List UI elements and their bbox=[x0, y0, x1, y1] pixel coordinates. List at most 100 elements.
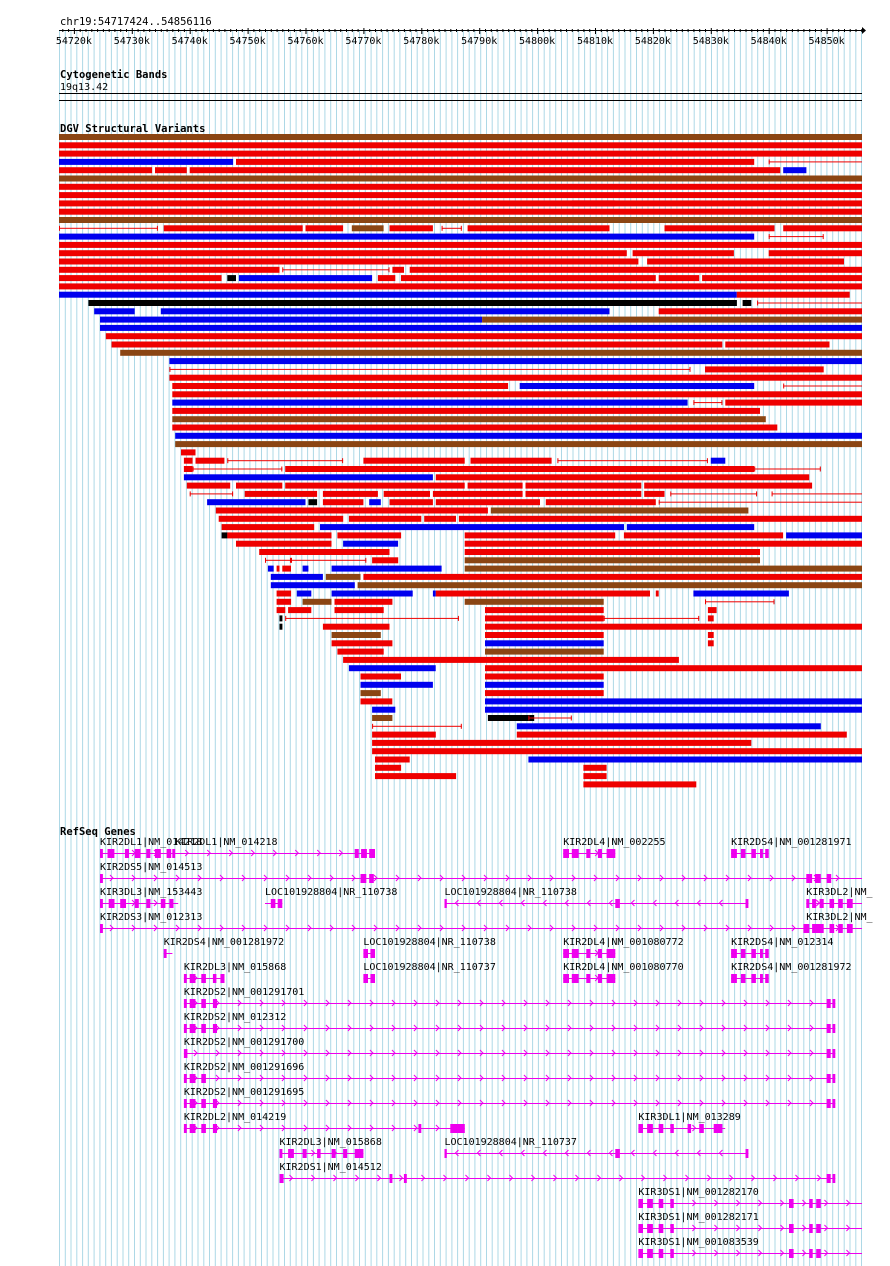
dgv-variant[interactable] bbox=[435, 474, 810, 481]
dgv-variant[interactable] bbox=[189, 167, 781, 174]
coordinate-ruler[interactable]: 54720k 54730k 54740k 54750k 54760k 54770k 5478… bbox=[56, 27, 866, 47]
dgv-variant[interactable] bbox=[322, 623, 390, 630]
dgv-variant[interactable] bbox=[236, 540, 332, 547]
dgv-variant[interactable] bbox=[702, 275, 862, 282]
dgv-variant[interactable] bbox=[389, 225, 433, 232]
dgv-variant[interactable] bbox=[302, 598, 332, 605]
gene-model[interactable]: LOC101928804|NR_110737 bbox=[363, 962, 496, 983]
gene-model[interactable]: KIR2DL3|NM_015868 bbox=[183, 962, 286, 983]
dgv-variant[interactable] bbox=[227, 275, 236, 282]
gene-model[interactable]: LOC101928804|NR_110738 bbox=[363, 937, 496, 958]
dgv-variant[interactable] bbox=[348, 665, 436, 672]
dgv-variant[interactable] bbox=[490, 507, 749, 514]
dgv-variant[interactable] bbox=[401, 275, 656, 282]
dgv-variant[interactable] bbox=[485, 623, 862, 630]
dgv-variant[interactable] bbox=[221, 532, 228, 539]
dgv-variant[interactable] bbox=[267, 565, 274, 572]
dgv-variant[interactable] bbox=[276, 598, 292, 605]
dgv-variant[interactable] bbox=[343, 540, 399, 547]
dgv-variant[interactable] bbox=[693, 400, 723, 406]
dgv-variant[interactable] bbox=[757, 300, 862, 306]
dgv-variant[interactable] bbox=[470, 457, 552, 464]
dgv-variant[interactable] bbox=[725, 399, 862, 406]
dgv-variant[interactable] bbox=[705, 599, 775, 605]
dgv-variant[interactable] bbox=[725, 341, 830, 348]
dgv-variant[interactable] bbox=[337, 532, 402, 539]
dgv-variant[interactable] bbox=[707, 615, 714, 622]
dgv-variant[interactable] bbox=[207, 499, 306, 506]
dgv-variant[interactable] bbox=[169, 366, 691, 372]
gene-model[interactable]: KIR2DS5|NM_014513 bbox=[100, 862, 862, 883]
gene-model[interactable]: KIR2DS4|NM_001281972 bbox=[163, 937, 284, 958]
dgv-variant[interactable] bbox=[276, 590, 292, 597]
dgv-variant[interactable] bbox=[192, 466, 283, 472]
dgv-variant[interactable] bbox=[259, 549, 390, 555]
dgv-variant[interactable] bbox=[485, 690, 604, 697]
gene-model[interactable]: KIR3DL1|NM_013289 bbox=[638, 1112, 741, 1133]
dgv-variant[interactable] bbox=[710, 457, 726, 464]
dgv-variant[interactable] bbox=[467, 225, 610, 232]
dgv-variant[interactable] bbox=[265, 557, 292, 563]
dgv-variant[interactable] bbox=[670, 491, 758, 497]
dgv-variant[interactable] bbox=[369, 499, 381, 506]
dgv-variant[interactable] bbox=[270, 582, 355, 589]
dgv-variant[interactable] bbox=[464, 549, 760, 555]
dgv-variant[interactable] bbox=[742, 300, 752, 306]
dgv-variant[interactable] bbox=[458, 590, 650, 597]
dgv-variant[interactable] bbox=[348, 515, 422, 522]
gene-model[interactable]: KIR3DL2|NM_ bbox=[806, 912, 874, 933]
dgv-variant[interactable] bbox=[236, 482, 283, 489]
dgv-variant[interactable] bbox=[464, 598, 604, 605]
dgv-variant[interactable] bbox=[105, 333, 863, 340]
dgv-variant[interactable] bbox=[435, 590, 459, 597]
dgv-variant[interactable] bbox=[372, 557, 399, 564]
dgv-variant[interactable] bbox=[372, 748, 862, 755]
dgv-variant[interactable] bbox=[705, 366, 824, 373]
dgv-variant[interactable] bbox=[59, 167, 153, 174]
dgv-variant[interactable] bbox=[183, 457, 193, 464]
dgv-variant[interactable] bbox=[647, 258, 844, 265]
dgv-variant[interactable] bbox=[100, 324, 862, 331]
dgv-variant[interactable] bbox=[525, 490, 642, 497]
gene-model[interactable]: LOC101928804|NR_110737 bbox=[444, 1137, 749, 1158]
dgv-variant[interactable] bbox=[172, 383, 509, 389]
dgv-variant[interactable] bbox=[375, 764, 402, 771]
dgv-variant[interactable] bbox=[372, 731, 436, 738]
dgv-variant[interactable] bbox=[485, 648, 604, 655]
gene-model[interactable]: KIR2DL4|NM_002255 bbox=[563, 837, 666, 858]
dgv-variant[interactable] bbox=[754, 466, 821, 472]
dgv-variant[interactable] bbox=[59, 283, 862, 290]
gene-model[interactable]: KIR2DL4|NM_001080770 bbox=[563, 962, 684, 983]
dgv-variant[interactable] bbox=[383, 490, 430, 497]
dgv-variant[interactable] bbox=[525, 482, 642, 489]
dgv-variant[interactable] bbox=[485, 632, 604, 638]
dgv-variant[interactable] bbox=[357, 582, 862, 589]
gene-model[interactable]: KIR2DS2|NM_001291700 bbox=[183, 1037, 836, 1058]
dgv-variant[interactable] bbox=[783, 225, 862, 232]
dgv-variant[interactable] bbox=[270, 573, 323, 580]
gene-model[interactable]: KIR2DL1|NM_014218 bbox=[175, 837, 375, 858]
dgv-variant[interactable] bbox=[571, 200, 616, 207]
dgv-variant[interactable] bbox=[583, 781, 697, 788]
dgv-variant[interactable] bbox=[516, 731, 847, 738]
dgv-variant[interactable] bbox=[169, 358, 862, 365]
dgv-variant[interactable] bbox=[372, 706, 396, 713]
dgv-variant[interactable] bbox=[59, 208, 862, 215]
dgv-variant[interactable] bbox=[291, 557, 367, 563]
dgv-variant[interactable] bbox=[467, 482, 523, 489]
dgv-variant[interactable] bbox=[244, 490, 318, 497]
dgv-variant[interactable] bbox=[424, 515, 456, 522]
dgv-variant[interactable] bbox=[302, 565, 309, 572]
dgv-variant[interactable] bbox=[707, 607, 717, 614]
dgv-variant[interactable] bbox=[331, 632, 381, 638]
dgv-variant[interactable] bbox=[218, 515, 344, 522]
dgv-variant[interactable] bbox=[485, 673, 604, 680]
dgv-variant[interactable] bbox=[276, 607, 286, 614]
dgv-variant[interactable] bbox=[583, 764, 607, 771]
dgv-variant[interactable] bbox=[276, 565, 280, 572]
dgv-variant[interactable] bbox=[485, 706, 862, 713]
gene-model[interactable]: KIR2DS4|NM_001281972 bbox=[731, 962, 852, 983]
dgv-variant[interactable] bbox=[172, 424, 778, 431]
dgv-variant[interactable] bbox=[111, 341, 723, 348]
dgv-variant[interactable] bbox=[786, 532, 862, 539]
